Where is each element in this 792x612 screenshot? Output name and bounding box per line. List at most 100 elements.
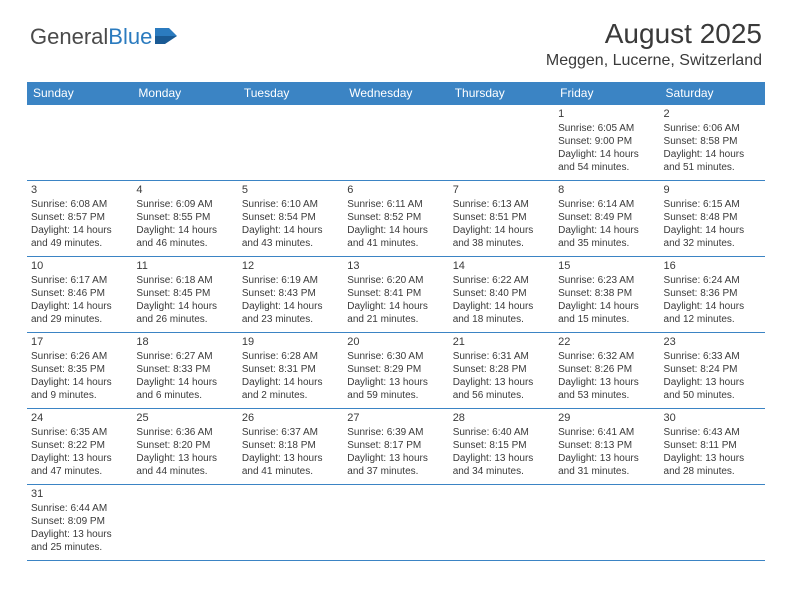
cell-text: Sunrise: 6:33 AM — [664, 350, 761, 363]
calendar-cell — [132, 485, 237, 561]
calendar-cell: 24Sunrise: 6:35 AMSunset: 8:22 PMDayligh… — [27, 409, 132, 485]
calendar-cell: 7Sunrise: 6:13 AMSunset: 8:51 PMDaylight… — [449, 181, 554, 257]
calendar-cell: 14Sunrise: 6:22 AMSunset: 8:40 PMDayligh… — [449, 257, 554, 333]
cell-text: and 6 minutes. — [136, 389, 233, 402]
header: GeneralBlue August 2025 Meggen, Lucerne,… — [0, 0, 792, 78]
cell-text: Daylight: 14 hours — [558, 224, 655, 237]
cell-text: and 38 minutes. — [453, 237, 550, 250]
calendar-cell: 11Sunrise: 6:18 AMSunset: 8:45 PMDayligh… — [132, 257, 237, 333]
day-number: 26 — [242, 411, 339, 425]
cell-text: and 50 minutes. — [664, 389, 761, 402]
cell-text: Daylight: 14 hours — [664, 300, 761, 313]
calendar-row: 10Sunrise: 6:17 AMSunset: 8:46 PMDayligh… — [27, 257, 765, 333]
cell-text: Sunset: 8:54 PM — [242, 211, 339, 224]
cell-text: and 23 minutes. — [242, 313, 339, 326]
calendar-cell — [343, 485, 448, 561]
cell-text: Sunrise: 6:37 AM — [242, 426, 339, 439]
cell-text: Sunrise: 6:35 AM — [31, 426, 128, 439]
cell-text: Daylight: 14 hours — [347, 300, 444, 313]
calendar-cell: 10Sunrise: 6:17 AMSunset: 8:46 PMDayligh… — [27, 257, 132, 333]
cell-text: Sunset: 8:20 PM — [136, 439, 233, 452]
day-number: 30 — [664, 411, 761, 425]
cell-text: Daylight: 14 hours — [31, 300, 128, 313]
calendar-cell: 3Sunrise: 6:08 AMSunset: 8:57 PMDaylight… — [27, 181, 132, 257]
calendar-cell: 15Sunrise: 6:23 AMSunset: 8:38 PMDayligh… — [554, 257, 659, 333]
cell-text: Sunrise: 6:36 AM — [136, 426, 233, 439]
cell-text: and 56 minutes. — [453, 389, 550, 402]
cell-text: Sunrise: 6:41 AM — [558, 426, 655, 439]
day-number: 8 — [558, 183, 655, 197]
calendar-cell: 30Sunrise: 6:43 AMSunset: 8:11 PMDayligh… — [660, 409, 765, 485]
cell-text: Daylight: 13 hours — [558, 376, 655, 389]
cell-text: and 26 minutes. — [136, 313, 233, 326]
cell-text: and 25 minutes. — [31, 541, 128, 554]
cell-text: Daylight: 13 hours — [664, 452, 761, 465]
calendar-row: 3Sunrise: 6:08 AMSunset: 8:57 PMDaylight… — [27, 181, 765, 257]
cell-text: and 12 minutes. — [664, 313, 761, 326]
cell-text: Sunset: 8:15 PM — [453, 439, 550, 452]
cell-text: Sunset: 9:00 PM — [558, 135, 655, 148]
cell-text: Sunset: 8:49 PM — [558, 211, 655, 224]
cell-text: Daylight: 13 hours — [664, 376, 761, 389]
month-title: August 2025 — [546, 18, 762, 50]
cell-text: and 15 minutes. — [558, 313, 655, 326]
cell-text: Daylight: 14 hours — [242, 376, 339, 389]
cell-text: Sunset: 8:55 PM — [136, 211, 233, 224]
cell-text: and 32 minutes. — [664, 237, 761, 250]
cell-text: Daylight: 14 hours — [136, 224, 233, 237]
day-number: 20 — [347, 335, 444, 349]
cell-text: Sunset: 8:24 PM — [664, 363, 761, 376]
cell-text: Sunrise: 6:08 AM — [31, 198, 128, 211]
cell-text: Sunrise: 6:14 AM — [558, 198, 655, 211]
calendar-cell: 21Sunrise: 6:31 AMSunset: 8:28 PMDayligh… — [449, 333, 554, 409]
day-number: 4 — [136, 183, 233, 197]
cell-text: and 47 minutes. — [31, 465, 128, 478]
day-number: 19 — [242, 335, 339, 349]
calendar-cell: 29Sunrise: 6:41 AMSunset: 8:13 PMDayligh… — [554, 409, 659, 485]
cell-text: Daylight: 14 hours — [453, 224, 550, 237]
calendar-cell: 1Sunrise: 6:05 AMSunset: 9:00 PMDaylight… — [554, 105, 659, 181]
cell-text: Sunset: 8:13 PM — [558, 439, 655, 452]
cell-text: Daylight: 13 hours — [347, 452, 444, 465]
location: Meggen, Lucerne, Switzerland — [546, 52, 762, 70]
cell-text: Sunset: 8:09 PM — [31, 515, 128, 528]
cell-text: Daylight: 14 hours — [664, 224, 761, 237]
cell-text: Sunrise: 6:39 AM — [347, 426, 444, 439]
day-number: 12 — [242, 259, 339, 273]
day-number: 13 — [347, 259, 444, 273]
calendar-row: 31Sunrise: 6:44 AMSunset: 8:09 PMDayligh… — [27, 485, 765, 561]
cell-text: and 51 minutes. — [664, 161, 761, 174]
calendar-cell — [554, 485, 659, 561]
cell-text: Sunrise: 6:13 AM — [453, 198, 550, 211]
calendar-cell: 23Sunrise: 6:33 AMSunset: 8:24 PMDayligh… — [660, 333, 765, 409]
cell-text: Sunrise: 6:26 AM — [31, 350, 128, 363]
cell-text: Sunset: 8:31 PM — [242, 363, 339, 376]
weekday-header-row: Sunday Monday Tuesday Wednesday Thursday… — [27, 82, 765, 105]
day-number: 10 — [31, 259, 128, 273]
cell-text: and 54 minutes. — [558, 161, 655, 174]
day-number: 1 — [558, 107, 655, 121]
calendar-cell: 6Sunrise: 6:11 AMSunset: 8:52 PMDaylight… — [343, 181, 448, 257]
weekday-header: Wednesday — [343, 82, 448, 105]
cell-text: and 9 minutes. — [31, 389, 128, 402]
cell-text: and 34 minutes. — [453, 465, 550, 478]
cell-text: Sunset: 8:26 PM — [558, 363, 655, 376]
cell-text: Sunrise: 6:30 AM — [347, 350, 444, 363]
cell-text: Daylight: 14 hours — [31, 224, 128, 237]
cell-text: and 35 minutes. — [558, 237, 655, 250]
cell-text: Daylight: 13 hours — [347, 376, 444, 389]
calendar-cell — [449, 105, 554, 181]
cell-text: Sunrise: 6:17 AM — [31, 274, 128, 287]
calendar-cell — [238, 485, 343, 561]
calendar-cell: 22Sunrise: 6:32 AMSunset: 8:26 PMDayligh… — [554, 333, 659, 409]
cell-text: Sunset: 8:38 PM — [558, 287, 655, 300]
cell-text: Sunrise: 6:20 AM — [347, 274, 444, 287]
cell-text: Sunrise: 6:11 AM — [347, 198, 444, 211]
calendar-cell: 13Sunrise: 6:20 AMSunset: 8:41 PMDayligh… — [343, 257, 448, 333]
cell-text: Sunset: 8:36 PM — [664, 287, 761, 300]
cell-text: Sunrise: 6:10 AM — [242, 198, 339, 211]
day-number: 5 — [242, 183, 339, 197]
cell-text: Sunrise: 6:24 AM — [664, 274, 761, 287]
cell-text: Daylight: 13 hours — [453, 376, 550, 389]
cell-text: Sunset: 8:58 PM — [664, 135, 761, 148]
